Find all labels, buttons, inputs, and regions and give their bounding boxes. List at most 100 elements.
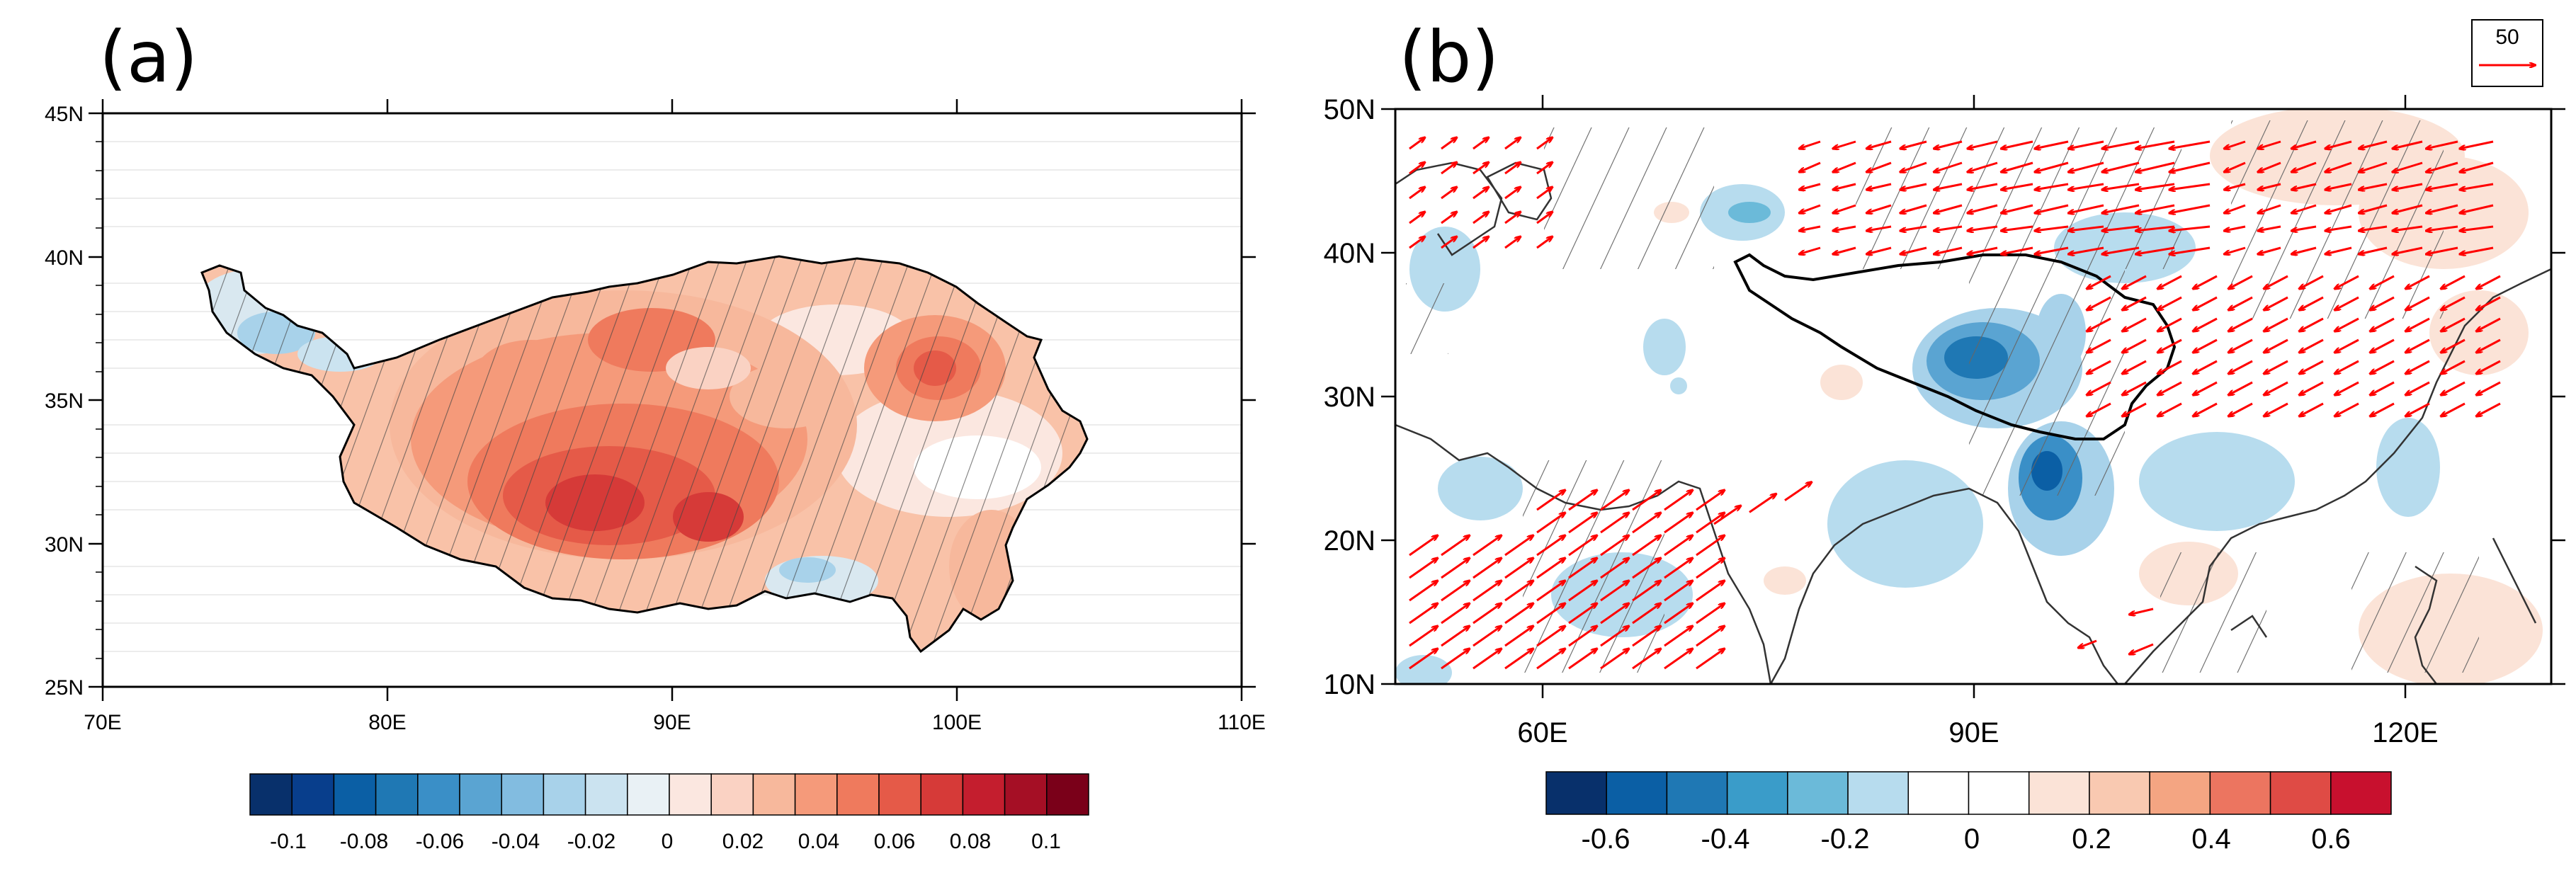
wind-vector-arrow — [2193, 275, 2218, 289]
wind-vector-arrow — [1473, 187, 1489, 200]
panel-b-cb-label: 0.6 — [2311, 823, 2351, 855]
panel-a-lat-label: 30N — [45, 533, 84, 557]
wind-vector-arrow — [1568, 649, 1597, 670]
wind-vector-arrow — [2476, 402, 2501, 416]
colorbar-swatch — [836, 773, 880, 816]
wind-vector-arrow — [2264, 338, 2288, 353]
colorbar-swatch — [1606, 771, 1668, 815]
wind-vector-arrow — [2228, 381, 2253, 395]
wind-vector-arrow — [2122, 402, 2147, 416]
wind-vector-arrow — [2122, 381, 2147, 395]
wind-vector-arrow — [1713, 506, 1741, 525]
wind-vector-arrow — [1833, 183, 1856, 190]
wind-vector-arrow — [1536, 137, 1553, 150]
wind-vector-arrow — [2068, 140, 2104, 149]
colorbar-swatch — [375, 773, 419, 816]
wind-vector-arrow — [2370, 317, 2395, 331]
wind-vector-arrow — [2135, 225, 2175, 231]
colorbar-swatch — [1666, 771, 1728, 815]
wind-vector-arrow — [2405, 338, 2430, 353]
wind-vector-arrow — [2258, 204, 2281, 213]
wind-vector-arrow — [1900, 140, 1927, 149]
panel-b-lat-label: 50N — [1324, 94, 1375, 125]
wind-vector-arrow — [2291, 161, 2317, 172]
wind-vector-arrow — [1441, 187, 1457, 200]
wind-vector-arrow — [2460, 140, 2494, 149]
wind-vector-arrow — [1504, 649, 1533, 670]
wind-vector-arrow — [1504, 603, 1533, 625]
wind-vector-arrow — [1900, 225, 1927, 231]
panel-b: (b) 50 — [1324, 16, 2565, 855]
wind-vector-arrow — [1441, 535, 1470, 557]
wind-vector-arrow — [2135, 204, 2175, 213]
wind-vector-arrow — [1600, 490, 1629, 511]
wind-vector-arrow — [2299, 381, 2324, 395]
panel-b-cb-label: 0.2 — [2072, 823, 2111, 855]
panel-b-field — [1395, 109, 2551, 684]
wind-vector-arrow — [1473, 603, 1502, 625]
colorbar-swatch — [501, 773, 545, 816]
wind-vector-arrow — [2169, 183, 2211, 190]
wind-vector-arrow — [1568, 558, 1597, 579]
colorbar-swatch — [291, 773, 335, 816]
wind-vector-arrow — [2334, 275, 2359, 289]
wind-vector-arrow — [1536, 490, 1565, 511]
wind-vector-arrow — [1568, 581, 1597, 602]
wind-vector-arrow — [2393, 246, 2423, 254]
wind-vector-arrow — [2476, 317, 2501, 331]
wind-vector-arrow — [2426, 161, 2458, 172]
wind-vector-arrow — [2426, 246, 2458, 254]
wind-vector-arrow — [2405, 275, 2430, 289]
panel-b-lat-label: 20N — [1324, 525, 1375, 557]
wind-vector-arrow — [2087, 381, 2111, 395]
wind-vector-arrow — [2135, 246, 2175, 254]
wind-vector-arrow — [2299, 338, 2324, 353]
wind-vector-arrow — [1696, 535, 1725, 557]
colorbar-swatch — [627, 773, 670, 816]
wind-vector-arrow — [2426, 204, 2458, 213]
wind-vector-arrow — [1409, 581, 1438, 602]
wind-vector-arrow — [2264, 360, 2288, 374]
panel-a-cb-label: -0.02 — [567, 830, 615, 853]
wind-vector-arrow — [1866, 183, 1892, 190]
wind-vector-arrow — [1799, 183, 1821, 190]
panel-a-cb-label: -0.06 — [416, 830, 464, 853]
wind-vector-arrow — [1833, 140, 1856, 149]
wind-vector-arrow — [1600, 535, 1629, 557]
colorbar-swatch — [710, 773, 754, 816]
colorbar-swatch — [2028, 771, 2090, 815]
wind-vector-arrow — [2193, 381, 2218, 395]
wind-vector-arrow — [1866, 204, 1892, 213]
wind-vector-arrow — [2405, 360, 2430, 374]
wind-vector-arrow — [2157, 402, 2182, 416]
wind-vector-arrow — [1696, 626, 1725, 647]
wind-vector-arrow — [2224, 204, 2246, 213]
panel-b-lon-label: 120E — [2372, 717, 2438, 748]
wind-vector-arrow — [2299, 275, 2324, 289]
panel-a-ticks — [89, 99, 1256, 701]
wind-vector-arrow — [2405, 381, 2430, 395]
wind-vector-arrow — [1632, 490, 1661, 511]
wind-vector-arrow — [1409, 649, 1438, 670]
wind-vector-arrow — [1968, 225, 1998, 231]
wind-vector-arrow — [2264, 296, 2288, 310]
colorbar-swatch — [1004, 773, 1048, 816]
wind-vector-arrow — [2441, 275, 2466, 289]
colorbar-swatch — [920, 773, 964, 816]
wind-vector-arrow — [2035, 161, 2069, 172]
wind-vector-arrow — [2370, 402, 2395, 416]
wind-vector-arrow — [2393, 140, 2423, 149]
wind-vector-arrow — [2334, 381, 2359, 395]
wind-vector-arrow — [2169, 246, 2211, 254]
wind-vector-arrow — [2264, 275, 2288, 289]
wind-vector-arrow — [1799, 246, 1821, 254]
wind-vector-arrow — [2193, 317, 2218, 331]
wind-vector-arrow — [2441, 317, 2466, 331]
wind-vector-arrow — [2122, 338, 2147, 353]
wind-vector-arrow — [1441, 626, 1470, 647]
wind-vector-arrow — [1664, 649, 1693, 670]
colorbar-swatch — [584, 773, 628, 816]
wind-vector-arrow — [1632, 649, 1661, 670]
panel-a-lat-label: 35N — [45, 389, 84, 413]
wind-vector-arrow — [1934, 225, 1963, 231]
